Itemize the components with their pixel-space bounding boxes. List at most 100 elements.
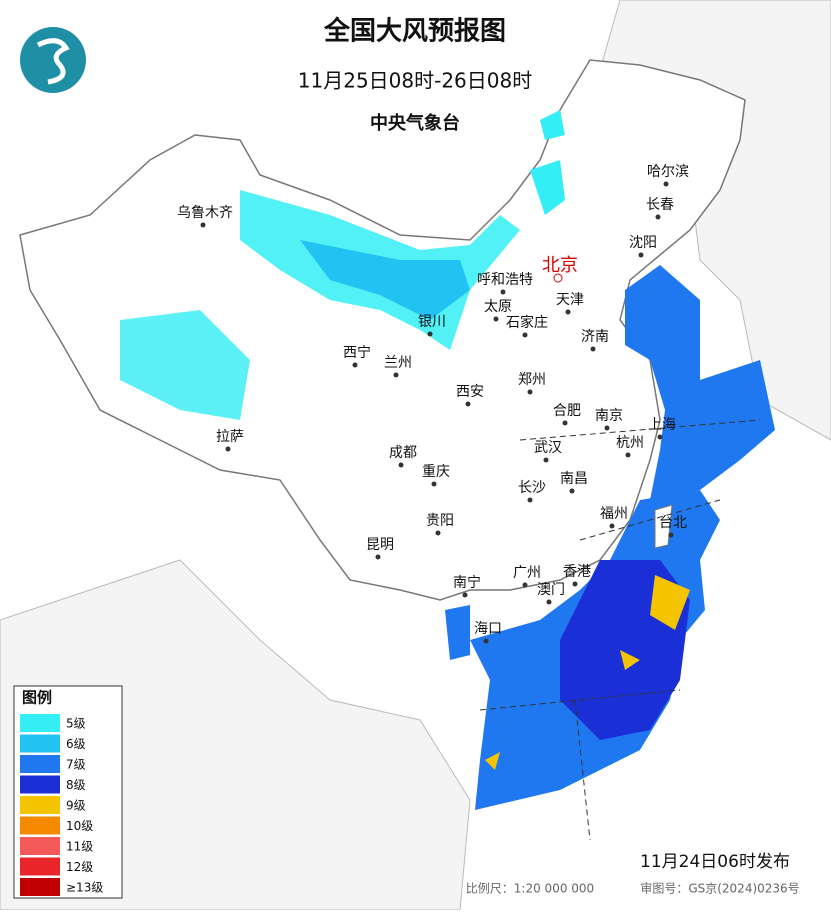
city-label: 哈尔滨 <box>647 164 689 180</box>
legend-swatch <box>20 878 60 896</box>
city-label: 南昌 <box>560 471 588 487</box>
city-label: 济南 <box>581 329 609 345</box>
city-dot <box>527 389 533 395</box>
legend-swatch <box>20 837 60 855</box>
city-dot <box>462 592 468 598</box>
city-label: 台北 <box>659 515 687 531</box>
city-label: 西安 <box>456 384 484 400</box>
city-label: 石家庄 <box>506 314 548 331</box>
city-dot <box>465 401 471 407</box>
city-dot <box>569 488 575 494</box>
city-label: 杭州 <box>616 435 644 451</box>
city-dot <box>393 372 399 378</box>
legend-label: 5级 <box>66 717 86 731</box>
legend-label: ≥13级 <box>66 881 103 895</box>
city-dot <box>375 554 381 560</box>
issuer: 中央气象台 <box>370 112 460 134</box>
city-label: 香港 <box>563 564 591 580</box>
city-label: 武汉 <box>534 440 562 456</box>
city-dot <box>427 331 433 337</box>
city-label: 南京 <box>595 408 623 424</box>
city-dot <box>562 420 568 426</box>
city-dot <box>522 332 528 338</box>
legend-label: 10级 <box>66 819 93 833</box>
city-dot <box>527 497 533 503</box>
city-dot <box>431 481 437 487</box>
legend-swatch <box>20 816 60 835</box>
city-label: 合肥 <box>553 403 581 419</box>
city-dot <box>483 638 489 644</box>
city-dot <box>668 532 674 538</box>
city-label: 拉萨 <box>216 429 244 445</box>
sea-boundary <box>479 419 761 841</box>
wind-area-9 <box>485 575 690 770</box>
city-dot <box>200 222 206 228</box>
city-label: 上海 <box>648 417 676 433</box>
legend-swatch <box>20 796 60 814</box>
taiwan <box>654 504 673 549</box>
city-dot <box>663 181 669 187</box>
city-label: 西宁 <box>343 344 371 361</box>
wind-area-6 <box>300 240 470 320</box>
legend-label: 7级 <box>66 758 86 772</box>
city-label: 长沙 <box>518 480 546 496</box>
city-label: 重庆 <box>422 464 450 480</box>
legend: 图例 5级 6级 7级 8级 9级 10级 11级 12级 ≥13级 <box>13 685 123 899</box>
city-label: 海口 <box>474 621 502 637</box>
published: 11月24日06时发布 <box>640 852 790 872</box>
legend-label: 6级 <box>66 737 86 751</box>
city-label: 北京 <box>542 255 578 276</box>
city-dot <box>435 530 441 536</box>
approval: 审图号：GS京(2024)0236号 <box>640 881 799 896</box>
city-dot <box>493 316 499 322</box>
city-dot <box>565 309 571 315</box>
city-dot <box>522 582 528 588</box>
wind-area-7 <box>625 265 775 500</box>
logo-mark <box>36 38 70 85</box>
city-dot <box>543 457 549 463</box>
legend-label: 8级 <box>66 778 86 792</box>
city-label: 太原 <box>484 299 512 315</box>
legend-title: 图例 <box>22 689 52 707</box>
legend-label: 12级 <box>66 860 93 874</box>
city-label: 广州 <box>513 565 541 581</box>
wind-area-5 <box>530 110 565 215</box>
city-label: 福州 <box>600 506 628 522</box>
city-label: 天津 <box>556 292 584 308</box>
city-label: 澳门 <box>537 582 565 598</box>
legend-swatch <box>20 775 60 794</box>
city-label: 银川 <box>418 314 446 330</box>
city-dot <box>609 523 615 529</box>
period: 11月25日08时-26日08时 <box>298 69 532 93</box>
legend-swatch <box>20 734 60 753</box>
city-dot <box>500 289 506 295</box>
scale: 比例尺：1:20 000 000 <box>466 882 594 896</box>
legend-swatch <box>20 755 60 773</box>
city-dot <box>553 273 563 283</box>
city-dot <box>352 362 358 368</box>
city-label: 乌鲁木齐 <box>177 205 233 221</box>
legend-label: 11级 <box>66 840 93 854</box>
city-label: 郑州 <box>518 372 546 388</box>
title: 全国大风预报图 <box>323 16 506 47</box>
city-dot <box>546 599 552 605</box>
city-dot <box>572 581 578 587</box>
legend-swatch <box>20 714 60 732</box>
city-label: 贵阳 <box>426 513 454 529</box>
city-label: 呼和浩特 <box>477 272 533 288</box>
city-label: 南宁 <box>453 574 481 591</box>
city-dot <box>225 446 231 452</box>
city-dot <box>638 252 644 258</box>
city-label: 成都 <box>389 445 417 461</box>
city-dot <box>657 434 663 440</box>
city-dot <box>625 452 631 458</box>
city-dot <box>590 346 596 352</box>
logo <box>20 27 86 93</box>
city-dot <box>398 462 404 468</box>
city-dot <box>604 425 610 431</box>
city-dot <box>655 214 661 220</box>
wind-area-5 <box>120 310 250 420</box>
wind-area-7 <box>445 605 470 660</box>
